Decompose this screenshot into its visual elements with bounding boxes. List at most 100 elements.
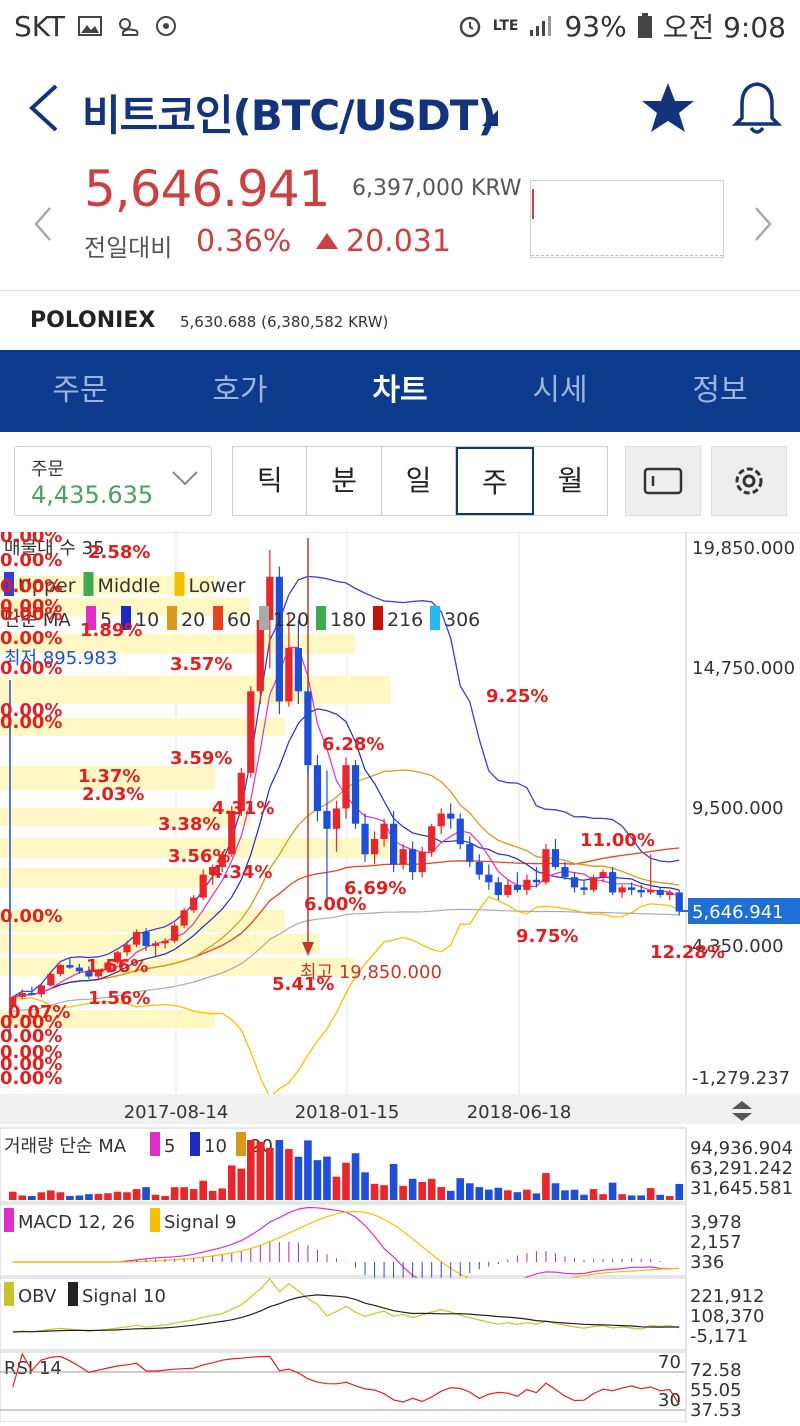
profile-percent: 2.03%: [82, 784, 144, 805]
coin-title[interactable]: 비트코인(BTC/USDT): [82, 91, 497, 140]
volume-bar: [389, 1164, 398, 1200]
ma-period-text: 216: [387, 609, 423, 631]
period-day[interactable]: 일: [382, 447, 457, 515]
profile-band: [0, 910, 285, 932]
profile-percent: 3.56%: [168, 846, 230, 867]
settings-button[interactable]: [711, 446, 787, 516]
obv-legend-text: OBV: [18, 1286, 57, 1307]
volume-bar: [313, 1160, 322, 1200]
profile-zero-percent: 0.00%: [0, 1012, 62, 1033]
candle-body: [580, 887, 588, 890]
profile-zero-percent: 0.00%: [0, 1054, 62, 1075]
candle-body: [151, 943, 160, 946]
volume-bar: [37, 1192, 46, 1200]
candle-body: [199, 874, 207, 898]
period-minute[interactable]: 분: [307, 447, 382, 515]
current-price-tag: [688, 898, 800, 924]
obv-signal-legend-text: Signal 10: [82, 1286, 166, 1307]
profile-percent: 9.25%: [486, 686, 548, 707]
macd-axis-label: 336: [690, 1252, 724, 1273]
high-marker-arrow: [302, 942, 314, 956]
date-label: 2018-01-15: [295, 1102, 400, 1123]
volume-axis-label: 63,291.242: [690, 1158, 793, 1179]
profile-percent: 5.41%: [272, 974, 334, 995]
candle-body: [637, 889, 645, 893]
favorite-star-icon[interactable]: [640, 80, 696, 136]
price-chart-svg[interactable]: 5,646.941 19,850.000 14,750.000 9,500.000 4,…: [0, 526, 800, 1423]
candle-body: [94, 970, 103, 977]
volume-bar: [523, 1189, 531, 1200]
volume-bar: [542, 1173, 550, 1200]
next-coin-icon[interactable]: [752, 204, 774, 244]
back-arrow-icon[interactable]: [26, 82, 62, 134]
profile-percent: 0.07%: [8, 1002, 70, 1023]
profile-percent: 1.56%: [86, 956, 148, 977]
candle-body: [647, 889, 655, 893]
alert-bell-icon[interactable]: [732, 80, 782, 136]
candle-body: [313, 765, 322, 811]
candle-body: [123, 944, 131, 953]
date-label: 2018-06-18: [467, 1102, 572, 1123]
profile-zero-percent: 0.00%: [0, 550, 62, 571]
profile-band: [0, 934, 320, 954]
period-week[interactable]: 주: [456, 447, 534, 515]
period-tick[interactable]: 틱: [233, 447, 308, 515]
resize-handle-icon: [732, 1101, 752, 1121]
volume-profile-bands: [0, 576, 390, 1028]
chart-area[interactable]: 5,646.941 19,850.000 14,750.000 9,500.000 4,…: [0, 526, 800, 1423]
tab-order[interactable]: 주문: [52, 373, 108, 408]
volume-bar: [485, 1189, 493, 1200]
tab-info[interactable]: 정보: [692, 373, 748, 408]
volume-bar: [361, 1172, 369, 1200]
prev-coin-icon[interactable]: [32, 204, 54, 244]
candle-body: [351, 765, 360, 824]
bollinger-legend-text: Upper: [18, 575, 76, 597]
candle-body: [666, 892, 674, 896]
title-dropdown-icon[interactable]: [482, 110, 498, 126]
order-quick-select[interactable]: 주문 4,435.635: [14, 446, 212, 516]
profile-percent: 9.75%: [516, 926, 578, 947]
volume-bar: [570, 1189, 579, 1200]
volume-bar: [551, 1183, 560, 1200]
ma-period-text: 306: [444, 609, 480, 631]
tab-chart[interactable]: 차트: [372, 373, 428, 408]
candle-body: [418, 851, 426, 873]
alarm-icon: [459, 16, 480, 38]
candle-body: [75, 967, 84, 972]
profile-zero-percent: 0.00%: [0, 906, 62, 927]
change-value: 20.031: [346, 224, 451, 259]
volume-bar: [589, 1189, 598, 1200]
profile-percent: 6.28%: [322, 734, 384, 755]
volume-bar: [599, 1194, 607, 1200]
volume-axis-label: 94,936.904: [690, 1138, 793, 1159]
volume-bar: [323, 1156, 331, 1200]
candle-body: [190, 897, 198, 911]
price-axis-label: 14,750.000: [692, 658, 795, 679]
volume-bar: [465, 1183, 474, 1200]
candle-body: [113, 952, 122, 963]
volume-bar: [66, 1196, 74, 1200]
krw-price: 6,397,000 KRW: [352, 176, 522, 201]
tab-quotes[interactable]: 시세: [532, 373, 588, 408]
rsi-axis-label: 55.05: [690, 1380, 742, 1401]
volume-bar: [132, 1189, 141, 1200]
tab-orderbook[interactable]: 호가: [212, 373, 268, 408]
sub-indicators: 2017-08-14 2018-01-15 2018-06-18 거래량 단순 MA 5…: [0, 1094, 800, 1423]
candle-body: [247, 691, 255, 773]
ma-period-text: 5: [100, 609, 112, 631]
volume-bar: [351, 1153, 360, 1200]
period-month[interactable]: 월: [557, 464, 584, 497]
candle-body: [504, 884, 512, 896]
rsi-line: [12, 1352, 680, 1405]
profile-percent: 4.31%: [212, 798, 274, 819]
volume-bar: [142, 1187, 150, 1200]
volume-bar: [665, 1196, 674, 1200]
candle-body: [466, 844, 474, 862]
volume-bar: [123, 1192, 131, 1200]
candle-body: [370, 838, 379, 855]
rsi-axis-label: 72.58: [690, 1360, 742, 1381]
fullscreen-button[interactable]: [625, 446, 701, 516]
volume-profile-legend: 매물대 수 35: [4, 538, 105, 559]
volume-bar: [437, 1187, 446, 1200]
candle-body: [18, 993, 26, 997]
